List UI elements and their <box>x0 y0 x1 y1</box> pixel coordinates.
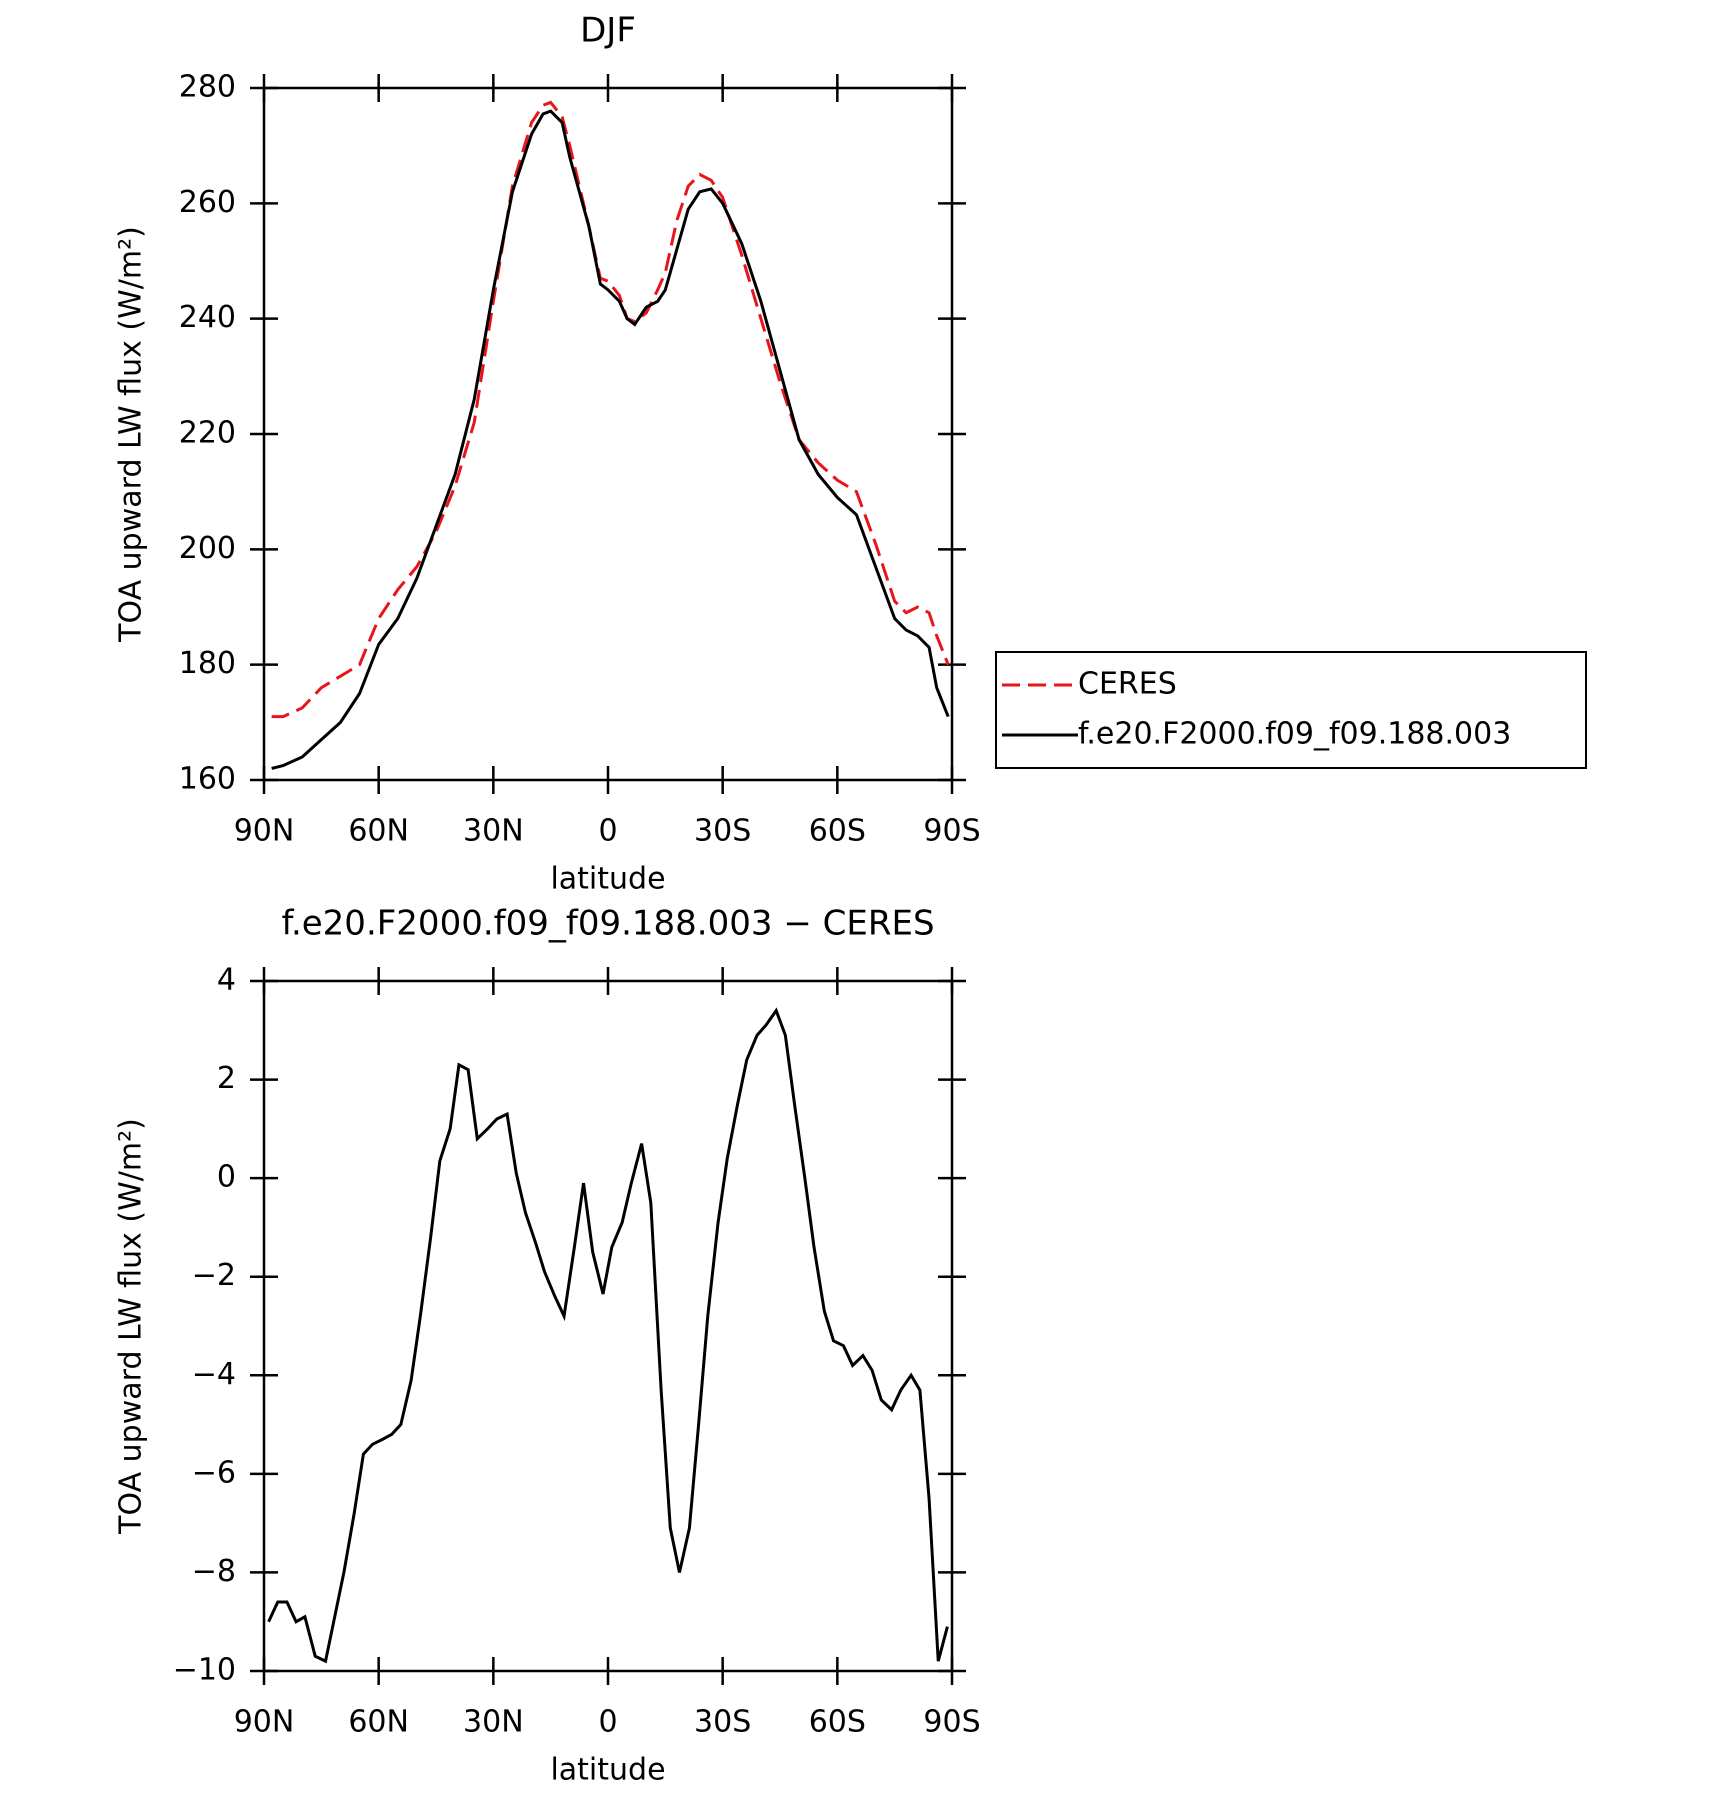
legend-label: CERES <box>1078 667 1177 702</box>
x-tick-label: 0 <box>598 814 617 849</box>
x-tick-label: 60S <box>809 1705 866 1740</box>
legend-label: f.e20.F2000.f09_f09.188.003 <box>1078 717 1511 752</box>
y-tick-label: 240 <box>179 300 236 335</box>
x-tick-label: 30N <box>463 1705 524 1740</box>
series-line <box>271 100 950 719</box>
chart-title: f.e20.F2000.f09_f09.188.003 − CERES <box>281 904 934 944</box>
y-tick-label: 160 <box>179 762 236 797</box>
y-axis-label: TOA upward LW flux (W/m²) <box>114 1118 149 1535</box>
x-tick-label: 30S <box>694 1705 751 1740</box>
x-tick-label: 30S <box>694 814 751 849</box>
x-tick-label: 0 <box>598 1705 617 1740</box>
series-line <box>271 109 950 770</box>
x-axis-label: latitude <box>550 1753 665 1788</box>
y-tick-label: 0 <box>217 1160 236 1195</box>
x-tick-label: 90S <box>923 814 980 849</box>
x-tick-label: 90N <box>234 1705 295 1740</box>
y-tick-label: 2 <box>217 1061 236 1096</box>
y-tick-label: 200 <box>179 531 236 566</box>
y-tick-label: 260 <box>179 185 236 220</box>
y-tick-label: 4 <box>217 963 236 998</box>
series-line <box>267 1007 949 1664</box>
y-tick-label: 180 <box>179 646 236 681</box>
x-tick-label: 90S <box>923 1705 980 1740</box>
y-tick-label: −6 <box>192 1455 236 1490</box>
x-tick-label: 60S <box>809 814 866 849</box>
y-tick-label: −2 <box>192 1258 236 1293</box>
x-tick-label: 30N <box>463 814 524 849</box>
y-axis-label: TOA upward LW flux (W/m²) <box>114 226 149 643</box>
plot-frame <box>262 979 954 1673</box>
y-tick-label: −4 <box>192 1357 236 1392</box>
x-tick-label: 90N <box>234 814 295 849</box>
x-tick-label: 60N <box>348 1705 409 1740</box>
x-tick-label: 60N <box>348 814 409 849</box>
y-tick-label: −8 <box>192 1554 236 1589</box>
legend-box <box>995 651 1587 769</box>
chart-title: DJF <box>580 11 636 51</box>
y-tick-label: 280 <box>179 70 236 105</box>
x-axis-label: latitude <box>550 862 665 897</box>
y-tick-label: 220 <box>179 416 236 451</box>
y-tick-label: −10 <box>173 1653 236 1688</box>
